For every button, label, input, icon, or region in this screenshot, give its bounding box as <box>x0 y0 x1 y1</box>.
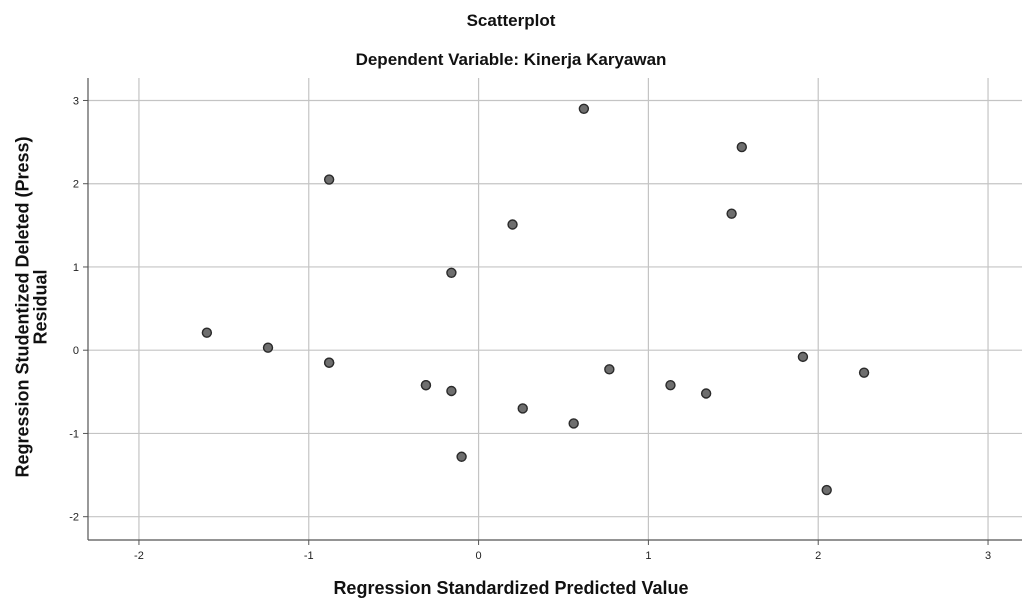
data-point <box>666 381 675 390</box>
y-tick-label: -2 <box>69 512 79 524</box>
y-tick-label: 1 <box>73 262 79 274</box>
data-point <box>822 486 831 495</box>
y-tick-label: -1 <box>69 428 79 440</box>
data-point <box>508 220 517 229</box>
data-point <box>605 365 614 374</box>
x-axis-label: Regression Standardized Predicted Value <box>0 578 1022 599</box>
data-point <box>202 328 211 337</box>
data-point <box>569 419 578 428</box>
y-axis-label-line2: Residual <box>31 269 52 344</box>
y-tick-label: 2 <box>73 179 79 191</box>
data-point <box>457 452 466 461</box>
data-point <box>447 386 456 395</box>
data-point <box>737 143 746 152</box>
y-tick-label: 3 <box>73 95 79 107</box>
x-tick-label: 0 <box>476 550 482 562</box>
x-tick-label: 3 <box>985 550 991 562</box>
data-point <box>325 358 334 367</box>
data-point <box>421 381 430 390</box>
x-tick-label: -1 <box>304 550 314 562</box>
data-point <box>518 404 527 413</box>
x-tick-label: 1 <box>645 550 651 562</box>
x-tick-label: 2 <box>815 550 821 562</box>
data-point <box>860 368 869 377</box>
data-point <box>447 268 456 277</box>
data-point <box>579 104 588 113</box>
y-tick-label: 0 <box>73 345 79 357</box>
data-point <box>727 209 736 218</box>
data-point <box>798 352 807 361</box>
data-point <box>325 175 334 184</box>
data-point <box>702 389 711 398</box>
data-point <box>264 343 273 352</box>
x-tick-label: -2 <box>134 550 144 562</box>
